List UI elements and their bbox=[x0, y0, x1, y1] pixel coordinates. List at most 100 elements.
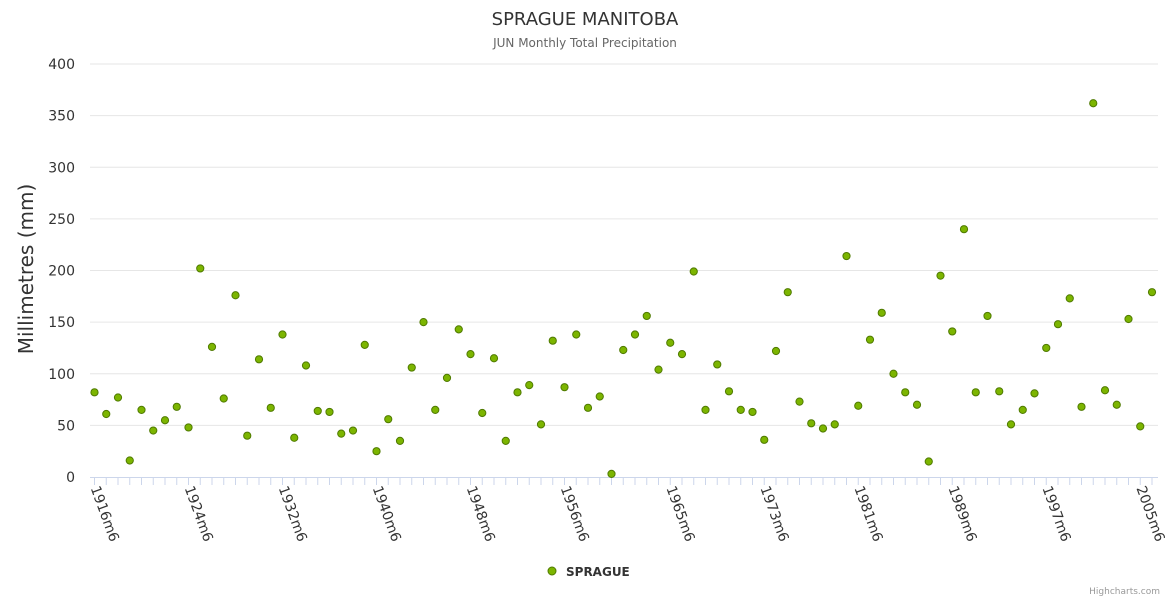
data-point[interactable] bbox=[290, 433, 299, 442]
data-point[interactable] bbox=[948, 327, 957, 336]
data-point[interactable] bbox=[760, 435, 769, 444]
y-tick-label: 250 bbox=[48, 212, 75, 228]
data-point[interactable] bbox=[795, 397, 804, 406]
data-point[interactable] bbox=[454, 325, 463, 334]
data-point[interactable] bbox=[90, 388, 99, 397]
data-point[interactable] bbox=[525, 381, 534, 390]
data-point[interactable] bbox=[783, 288, 792, 297]
data-point[interactable] bbox=[854, 401, 863, 410]
data-point[interactable] bbox=[196, 264, 205, 273]
data-point[interactable] bbox=[513, 388, 522, 397]
data-point[interactable] bbox=[572, 330, 581, 339]
data-point[interactable] bbox=[724, 387, 734, 396]
data-point[interactable] bbox=[1077, 402, 1086, 411]
data-point[interactable] bbox=[137, 405, 146, 414]
data-point[interactable] bbox=[865, 335, 875, 344]
data-point[interactable] bbox=[325, 407, 334, 417]
data-point[interactable] bbox=[1124, 314, 1133, 324]
data-point[interactable] bbox=[395, 436, 405, 445]
y-tick-label: 150 bbox=[48, 315, 75, 331]
data-point[interactable] bbox=[113, 393, 123, 402]
data-point[interactable] bbox=[266, 403, 275, 412]
data-point[interactable] bbox=[842, 251, 851, 261]
data-point[interactable] bbox=[583, 403, 593, 412]
data-point[interactable] bbox=[983, 311, 992, 321]
data-point[interactable] bbox=[172, 402, 181, 411]
data-point[interactable] bbox=[1136, 422, 1145, 431]
data-point[interactable] bbox=[231, 291, 240, 300]
data-point[interactable] bbox=[971, 388, 980, 397]
data-point[interactable] bbox=[924, 457, 933, 466]
legend-marker bbox=[547, 566, 557, 576]
data-point[interactable] bbox=[1030, 389, 1039, 398]
data-point[interactable] bbox=[959, 225, 969, 234]
data-point[interactable] bbox=[677, 350, 687, 359]
data-point[interactable] bbox=[689, 267, 698, 276]
data-point[interactable] bbox=[313, 406, 322, 416]
data-point[interactable] bbox=[1065, 294, 1074, 303]
legend-label: SPRAGUE bbox=[566, 565, 630, 579]
data-point[interactable] bbox=[1018, 405, 1027, 414]
data-point[interactable] bbox=[489, 354, 499, 363]
data-point[interactable] bbox=[548, 336, 557, 345]
legend[interactable]: SPRAGUE bbox=[547, 565, 630, 579]
credits-link[interactable]: Highcharts.com bbox=[1089, 587, 1160, 597]
data-point[interactable] bbox=[642, 311, 651, 321]
data-point[interactable] bbox=[419, 318, 428, 327]
data-point[interactable] bbox=[301, 361, 311, 370]
data-point[interactable] bbox=[654, 365, 663, 374]
data-point[interactable] bbox=[149, 426, 158, 435]
data-point[interactable] bbox=[748, 407, 757, 417]
data-point[interactable] bbox=[360, 340, 369, 349]
data-point[interactable] bbox=[936, 271, 945, 280]
data-point[interactable] bbox=[1100, 386, 1110, 395]
data-point[interactable] bbox=[384, 415, 393, 424]
data-point[interactable] bbox=[771, 346, 781, 356]
data-point[interactable] bbox=[630, 330, 640, 339]
data-point[interactable] bbox=[877, 308, 886, 317]
data-point[interactable] bbox=[219, 394, 228, 403]
data-point[interactable] bbox=[501, 436, 510, 445]
data-point[interactable] bbox=[254, 355, 264, 364]
data-point[interactable] bbox=[912, 400, 922, 409]
data-point[interactable] bbox=[160, 416, 170, 425]
data-point[interactable] bbox=[1053, 320, 1063, 329]
data-point[interactable] bbox=[1006, 420, 1016, 429]
data-point[interactable] bbox=[125, 456, 134, 465]
data-point[interactable] bbox=[666, 338, 675, 347]
data-point[interactable] bbox=[1089, 99, 1098, 108]
data-point[interactable] bbox=[619, 345, 628, 355]
data-point[interactable] bbox=[478, 408, 487, 418]
data-point[interactable] bbox=[995, 387, 1004, 396]
data-point[interactable] bbox=[466, 350, 475, 359]
data-point[interactable] bbox=[536, 420, 546, 429]
data-point[interactable] bbox=[713, 360, 722, 369]
data-point[interactable] bbox=[830, 420, 839, 429]
data-point[interactable] bbox=[431, 405, 440, 414]
data-point[interactable] bbox=[901, 388, 910, 397]
data-point[interactable] bbox=[1112, 400, 1121, 409]
data-point[interactable] bbox=[278, 330, 287, 339]
data-point[interactable] bbox=[372, 447, 381, 456]
data-point[interactable] bbox=[102, 409, 111, 419]
data-point[interactable] bbox=[1042, 343, 1051, 353]
data-point[interactable] bbox=[595, 392, 604, 401]
y-tick-label: 300 bbox=[48, 160, 75, 176]
data-point[interactable] bbox=[243, 431, 252, 440]
data-point[interactable] bbox=[442, 373, 452, 382]
data-point[interactable] bbox=[337, 429, 346, 438]
data-point[interactable] bbox=[701, 405, 710, 414]
data-point[interactable] bbox=[207, 342, 217, 352]
data-point[interactable] bbox=[607, 469, 616, 479]
data-point[interactable] bbox=[560, 383, 569, 392]
data-point[interactable] bbox=[736, 405, 745, 414]
data-point[interactable] bbox=[889, 369, 898, 378]
data-point[interactable] bbox=[348, 426, 358, 435]
y-tick-label: 400 bbox=[48, 57, 75, 73]
data-point[interactable] bbox=[184, 423, 193, 432]
data-point[interactable] bbox=[1147, 288, 1157, 297]
data-point[interactable] bbox=[407, 363, 416, 372]
data-point[interactable] bbox=[818, 424, 828, 433]
data-point[interactable] bbox=[807, 419, 816, 428]
